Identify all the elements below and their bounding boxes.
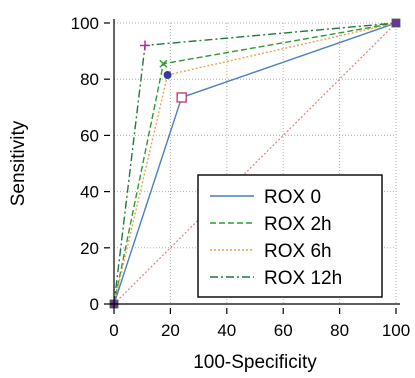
x-tick-label-100: 100 [382,321,410,340]
y-tick-label-60: 60 [80,126,99,145]
marker-rox-0 [176,92,187,103]
legend-label-rox-12h: ROX 12h [264,268,342,289]
endpoint-marker-end [391,18,401,28]
y-axis-label: Sensitivity [8,120,29,206]
y-tick-label-0: 0 [90,295,99,314]
series-group [109,18,401,309]
x-tick-label-20: 20 [161,321,180,340]
marker-rox-12h [140,40,151,51]
legend-label-rox-6h: ROX 6h [264,241,332,262]
legend-label-rox-0: ROX 0 [264,187,321,208]
x-tick-label-40: 40 [217,321,236,340]
x-tick-label-0: 0 [109,321,118,340]
y-tick-label-20: 20 [80,239,99,258]
axes [104,19,400,314]
x-axis-label: 100-Specificity [193,352,317,373]
marker-rox-2h-stroke-2 [159,59,168,68]
tick-labels: 0 20 40 60 80 100 0 20 40 60 80 100 [71,14,411,340]
y-tick-label-40: 40 [80,183,99,202]
y-tick-label-80: 80 [80,70,99,89]
x-tick-label-60: 60 [274,321,293,340]
marker-rox-2h [159,59,168,68]
y-tick-label-100: 100 [71,14,99,33]
x-tick-label-80: 80 [330,321,349,340]
marker-rox-6h [163,70,172,79]
legend: ROX 0 ROX 2h ROX 6h ROX 12h [197,174,383,298]
legend-label-rox-2h: ROX 2h [264,214,332,235]
